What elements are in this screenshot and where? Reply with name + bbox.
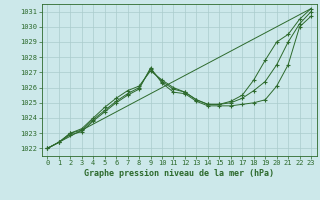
X-axis label: Graphe pression niveau de la mer (hPa): Graphe pression niveau de la mer (hPa) <box>84 169 274 178</box>
